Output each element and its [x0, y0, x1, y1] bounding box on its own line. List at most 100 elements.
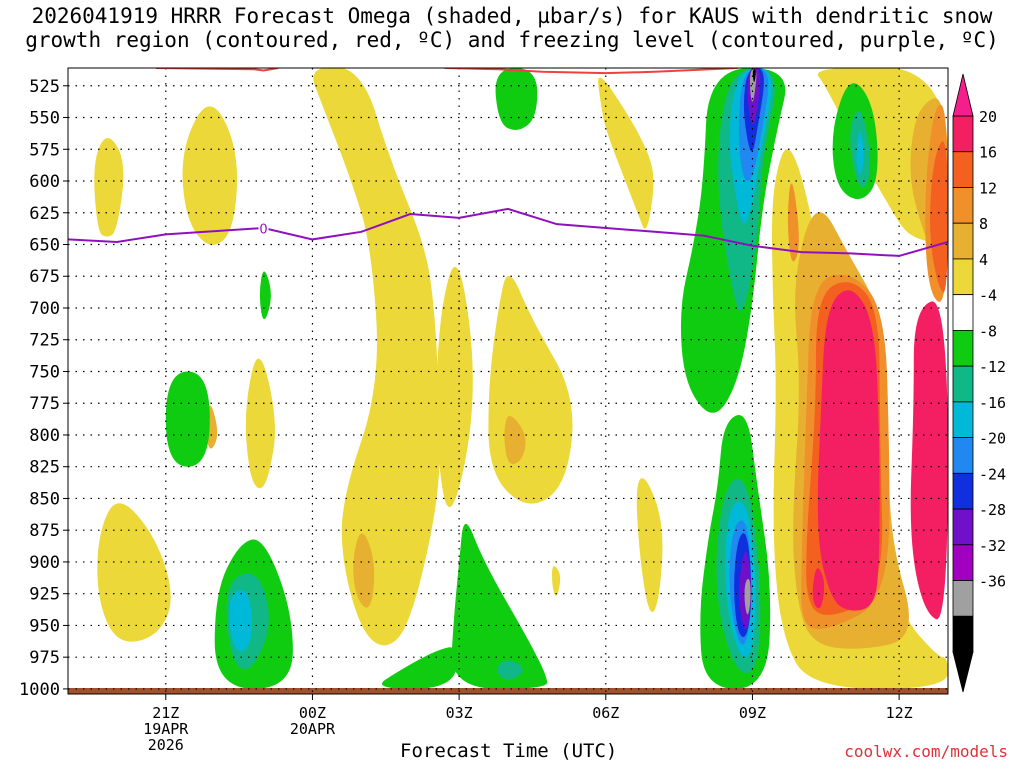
omega-region-8: [245, 358, 275, 489]
colorbar-segment-14: [952, 615, 974, 653]
colorbar-segment-11: [952, 508, 974, 546]
omega-region-7: [552, 566, 561, 596]
y-tick-label-14: 875: [29, 521, 60, 541]
x-axis-label: Forecast Time (UTC): [400, 740, 618, 762]
y-tick-label-2: 575: [29, 140, 60, 160]
y-tick-label-8: 725: [29, 331, 60, 351]
colorbar-segment-4: [952, 258, 974, 296]
colorbar-segment-8: [952, 401, 974, 439]
omega-region-21: [930, 141, 948, 293]
colorbar-segment-9: [952, 437, 974, 474]
y-tick-label-5: 650: [29, 235, 60, 255]
colorbar-segment-13: [952, 580, 974, 617]
omega-region-37: [497, 660, 523, 680]
omega-region-5: [598, 77, 654, 229]
omega-region-1: [182, 106, 238, 245]
colorbar-segment-10: [952, 472, 974, 510]
freezing-level-label: 0: [259, 222, 267, 237]
contour-lines: 0: [68, 68, 948, 257]
omega-region-9: [97, 503, 171, 642]
y-tick-label-12: 825: [29, 458, 60, 478]
omega-region-2: [313, 68, 440, 646]
y-tick-label-7: 700: [29, 299, 60, 319]
omega-region-31: [451, 523, 548, 689]
omega-region-3: [436, 266, 473, 508]
colorbar-segment-12: [952, 544, 974, 581]
y-tick-label-3: 600: [29, 172, 60, 192]
colorbar-label-5: -4: [979, 287, 997, 305]
chart-title-line-1: 2026041919 HRRR Forecast Omega (shaded, …: [31, 4, 993, 28]
colorbar-label-6: -8: [979, 322, 997, 340]
colorbar-segment-2: [952, 187, 974, 224]
omega-region-25: [495, 68, 538, 130]
omega-region-50: [744, 578, 751, 615]
colorbar-label-2: 12: [979, 179, 997, 197]
x-tick-label-4-0: 09Z: [739, 704, 766, 722]
omega-region-16: [504, 415, 526, 465]
omega-region-15: [353, 533, 375, 608]
x-tick-label-0-2: 2026: [148, 736, 184, 754]
x-tick-label-1-1: 20APR: [290, 720, 336, 738]
omega-region-22: [817, 290, 880, 611]
x-tick-label-2-0: 03Z: [446, 704, 473, 722]
y-tick-label-9: 750: [29, 362, 60, 382]
y-tick-label-17: 950: [29, 616, 60, 636]
colorbar-segment-6: [952, 329, 974, 367]
y-tick-label-13: 850: [29, 489, 60, 509]
omega-region-28: [259, 271, 271, 320]
omega-shading: [68, 68, 948, 694]
freezing-level-line: [68, 207, 948, 257]
omega-region-32: [381, 647, 458, 689]
y-tick-label-10: 775: [29, 394, 60, 414]
colorbar-label-4: 4: [979, 251, 988, 269]
dendritic-contour-0: [155, 68, 279, 72]
x-tick-label-0-0: 21Z: [152, 704, 179, 722]
y-tick-label-19: 1000: [19, 680, 60, 700]
x-tick-label-3-0: 06Z: [592, 704, 619, 722]
dendritic-contour-1: [444, 68, 738, 75]
omega-region-23: [910, 301, 948, 620]
omega-region-39: [856, 131, 864, 175]
y-tick-label-4: 625: [29, 204, 60, 224]
ground-strip: [68, 688, 948, 694]
y-tick-label-0: 525: [29, 77, 60, 97]
omega-region-6: [636, 478, 663, 612]
colorbar-segment-0: [952, 115, 974, 153]
omega-region-29: [165, 371, 210, 467]
credit-link[interactable]: coolwx.com/models: [844, 742, 1008, 761]
y-tick-label-18: 975: [29, 648, 60, 668]
colorbar-label-3: 8: [979, 215, 988, 233]
colorbar-label-11: -28: [979, 501, 1006, 519]
colorbar-label-0: 20: [979, 108, 997, 126]
colorbar-label-9: -20: [979, 430, 1006, 448]
colorbar-segment-3: [952, 222, 974, 260]
omega-region-17: [787, 183, 799, 262]
omega-region-4: [488, 276, 573, 504]
omega-region-41: [229, 590, 252, 652]
x-tick-label-1-0: 00Z: [299, 704, 326, 722]
y-tick-label-15: 900: [29, 553, 60, 573]
omega-region-0: [94, 138, 124, 237]
y-tick-label-11: 800: [29, 426, 60, 446]
plot-frame: [67, 67, 949, 695]
colorbar-label-12: -32: [979, 537, 1006, 555]
omega-region-24: [812, 568, 825, 609]
axes: 525 550 575 600 625 650 675 700 725 750 775 800 825 8…: [19, 67, 949, 754]
colorbar-label-10: -24: [979, 465, 1006, 483]
colorbar-label-8: -16: [979, 394, 1006, 412]
colorbar-label-1: 16: [979, 144, 997, 162]
colorbar-segment-1: [952, 151, 974, 188]
colorbar-segment-7: [952, 365, 974, 403]
x-tick-label-5-0: 12Z: [886, 704, 913, 722]
y-tick-label-1: 550: [29, 109, 60, 129]
colorbar-segment-5: [952, 294, 974, 331]
chart-title-line-2: growth region (contoured, red, ºC) and f…: [25, 28, 999, 52]
omega-region-51: [752, 69, 756, 82]
colorbar-bottom-arrow: [952, 651, 974, 693]
colorbar-label-13: -36: [979, 573, 1006, 591]
colorbar-label-7: -12: [979, 358, 1006, 376]
colorbar-top-arrow: [952, 73, 974, 117]
y-tick-label-6: 675: [29, 267, 60, 287]
x-tick-label-0-1: 19APR: [143, 720, 189, 738]
